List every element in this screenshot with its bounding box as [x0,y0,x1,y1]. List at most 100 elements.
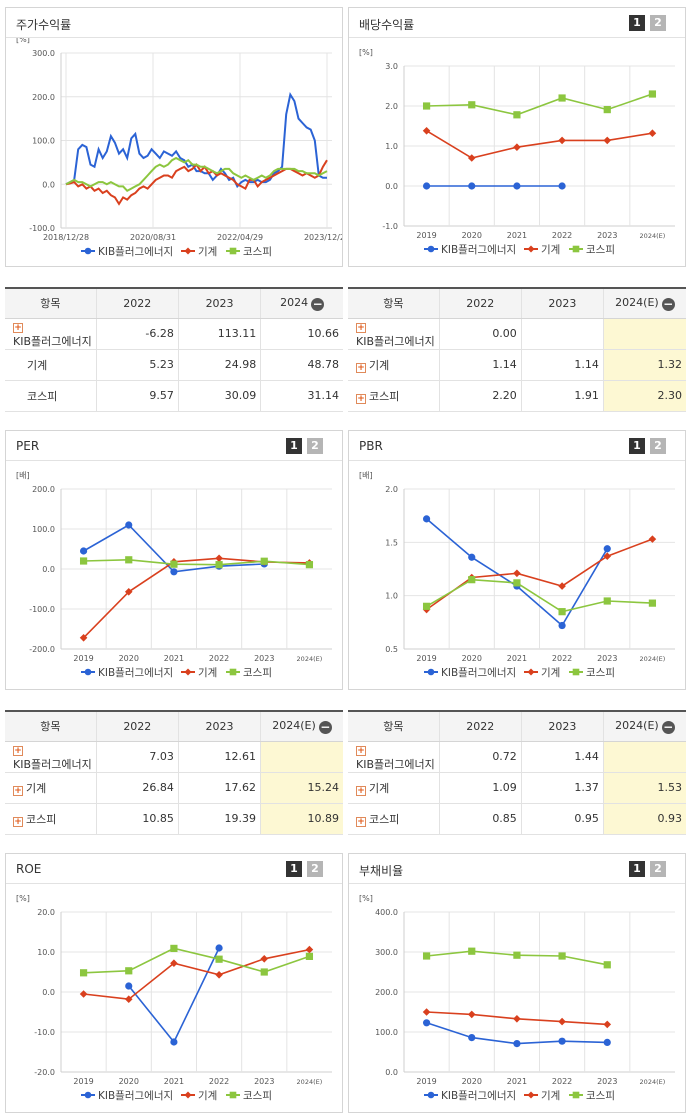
debt-point-kib [603,1038,611,1046]
roe-x-tick-label: 2020 [119,1077,139,1086]
roe-legend-marker-kib [84,1091,92,1099]
pbr-x-tick-label: 2021 [507,654,527,663]
pbr-header-cell: 2024(E) − [602,711,686,742]
per-value-cell: 10.85 [95,803,179,835]
roe-y-tick-label: -20.0 [34,1068,55,1077]
minus-icon[interactable]: − [661,296,675,311]
dividend-header-label: 2024(E) [615,295,659,309]
plus-icon[interactable]: + [13,322,23,333]
roe-point-kospi [215,955,223,963]
dividend-legend-marker-kospi [572,245,580,253]
roe-x-tick-label: 2022 [209,1077,229,1086]
roe-point-gigye [170,959,178,967]
pbr-row-name-cell: + 코스피 [348,803,440,835]
dividend-header-cell: 2024(E) − [602,288,686,319]
pbr-page-1-button[interactable]: 1 [629,438,645,454]
per-value-cell: 17.62 [177,772,261,804]
table-row: + 코스피 10.85 19.39 10.89 [5,803,343,835]
stock-legend-label-kib: KIB플러그에너지 [98,246,173,258]
per-row-label: 코스피 [26,812,57,826]
plus-icon[interactable]: + [13,785,23,796]
plus-icon[interactable]: + [356,816,366,827]
table-row: +KIB플러그에너지 0.00 [348,318,686,350]
stock-y-tick-label: -100.0 [29,224,55,233]
dividend-page-2-button[interactable]: 2 [650,15,666,31]
dividend-chart-title: 배당수익률 [359,18,415,32]
dividend-point-kib [468,182,476,190]
dividend-row-label: KIB플러그에너지 [356,334,435,348]
pbr-y-tick-label: 0.5 [385,645,398,654]
dividend-chart-header: 배당수익률 1 2 [349,8,685,38]
stock-chart-title: 주가수익률 [16,18,72,32]
dividend-page-1-button[interactable]: 1 [629,15,645,31]
plus-icon[interactable]: + [13,816,23,827]
debt-legend-marker-gigye [527,1091,535,1099]
pbr-point-kospi [513,579,521,587]
minus-icon[interactable]: − [318,719,332,734]
pbr-header-cell: 항목 [348,711,440,742]
pbr-page-2-button[interactable]: 2 [650,438,666,454]
dividend-chart-panel: 배당수익률 1 2 [%] 3.0 2.0 1.0 0.0 -1.0 2019 2020 2021 20… [348,7,686,267]
pbr-chart-header: PBR 1 2 [349,431,685,461]
per-chart-title: PER [16,439,40,453]
pbr-y-tick-label: 1.5 [385,538,398,547]
plus-icon[interactable]: + [13,745,23,756]
pbr-chart-svg: [배] 2.0 1.5 1.0 0.5 2019 2020 2021 2022 2023 2024(… [359,471,675,679]
plus-icon[interactable]: + [356,362,366,373]
per-page-2-button[interactable]: 2 [307,438,323,454]
per-header-cell: 2022 [95,711,179,742]
pbr-legend-label-kib: KIB플러그에너지 [441,667,516,679]
debt-point-kospi [603,961,611,969]
plus-icon[interactable]: + [356,785,366,796]
stock-header-label: 2024 [280,295,309,309]
roe-point-kospi [260,968,268,976]
dividend-x-tick-label: 2020 [462,231,482,240]
roe-page-1-button[interactable]: 1 [286,861,302,877]
debt-legend-marker-kospi [572,1091,580,1099]
stock-value-cell: 30.09 [177,380,261,412]
per-page-1-button[interactable]: 1 [286,438,302,454]
dividend-point-kospi [513,111,521,119]
pbr-point-gigye [558,582,566,590]
stock-legend-label-kospi: 코스피 [243,246,272,258]
plus-icon[interactable]: + [356,393,366,404]
minus-icon[interactable]: − [311,296,325,311]
minus-icon[interactable]: − [661,719,675,734]
per-point-kib [79,547,88,555]
per-header-cell: 항목 [5,711,97,742]
dividend-point-gigye [558,136,566,145]
dividend-header-label: 항목 [383,297,404,311]
dividend-legend-marker-kib [427,245,435,253]
pbr-value-cell: 0.95 [520,803,604,835]
dividend-value-cell [602,318,686,350]
dividend-point-gigye [513,143,521,151]
debt-y-tick-label: 400.0 [375,908,398,917]
stock-x-tick-label: 2018/12/28 [43,233,89,242]
roe-page-2-button[interactable]: 2 [307,861,323,877]
roe-y-tick-label: 20.0 [37,908,55,917]
plus-icon[interactable]: + [356,745,366,756]
per-x-tick-label: 2019 [73,654,93,663]
roe-point-gigye [215,971,223,979]
per-header-label: 2024(E) [272,718,316,732]
per-header-label: 항목 [40,720,61,734]
pbr-point-kospi [422,602,431,610]
debt-page-2-button[interactable]: 2 [650,861,666,877]
per-legend: KIB플러그에너지 기계 코스피 [81,667,272,679]
dividend-row-label: 기계 [369,358,390,372]
debt-page-1-button[interactable]: 1 [629,861,645,877]
debt-point-kib [558,1037,566,1045]
stock-legend: KIB플러그에너지 기계 코스피 [81,246,272,258]
table-row: +KIB플러그에너지 7.03 12.61 [5,741,343,773]
dividend-point-kospi [468,101,476,109]
per-point-kospi [260,557,268,565]
pbr-point-gigye [603,552,612,560]
debt-x-tick-label: 2023 [597,1077,617,1086]
stock-unit-label: [%] [16,38,30,44]
stock-header-cell: 2024− [260,288,343,319]
per-legend-marker-kospi [229,668,237,676]
plus-icon[interactable]: + [356,322,366,333]
pbr-value-cell: 0.72 [438,741,522,773]
pbr-legend-label-kospi: 코스피 [586,667,615,679]
